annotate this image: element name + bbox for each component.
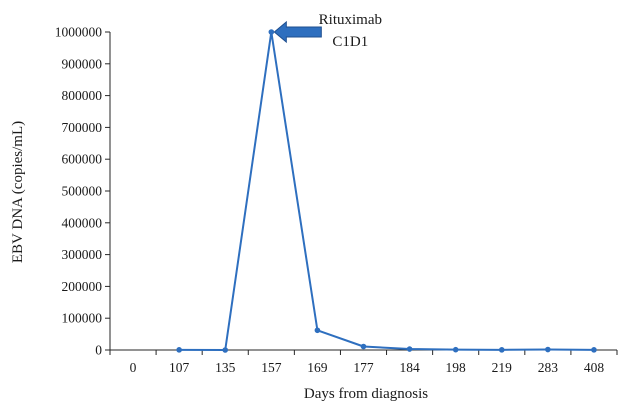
y-tick-label: 600000 <box>62 152 103 167</box>
y-tick-label: 200000 <box>62 279 103 294</box>
annotation-layer: Rituximab C1D1 <box>273 12 382 50</box>
annotation-arrow <box>273 20 322 44</box>
x-tick-label: 283 <box>538 360 559 375</box>
data-point <box>545 346 551 353</box>
x-tick-label: 177 <box>353 360 374 375</box>
data-point <box>314 327 321 334</box>
y-tick-label: 800000 <box>62 88 103 103</box>
x-tick-label: 408 <box>584 360 605 375</box>
data-point <box>591 347 597 353</box>
y-tick-label: 500000 <box>62 184 103 199</box>
x-tick-label: 107 <box>169 360 190 375</box>
x-tick-label: 184 <box>399 360 420 375</box>
data-point <box>498 347 505 353</box>
series-layer <box>176 29 597 353</box>
y-tick-label: 0 <box>95 343 102 358</box>
x-tick-label: 169 <box>307 360 328 375</box>
annotation-label: C1D1 <box>332 34 368 50</box>
x-axis-title: Days from diagnosis <box>304 386 428 402</box>
y-tick-label: 300000 <box>62 247 103 262</box>
data-point <box>406 346 413 352</box>
y-tick-label: 700000 <box>62 120 103 135</box>
x-tick-label: 157 <box>261 360 282 375</box>
data-point <box>268 29 275 35</box>
x-tick-label: 135 <box>215 360 236 375</box>
data-point <box>452 346 459 353</box>
y-axis-title: EBV DNA (copies/mL) <box>10 121 26 263</box>
y-tick-label: 100000 <box>62 311 103 326</box>
x-tick-label: 198 <box>446 360 467 375</box>
y-tick-label: 1000000 <box>55 25 103 40</box>
y-tick-label: 900000 <box>62 56 103 71</box>
x-axis-ticks: 0 107 135 157 169 177 184 198 219 283 408 <box>109 350 618 375</box>
annotation-label: Rituximab <box>319 12 382 28</box>
x-tick-label: 0 <box>130 360 137 375</box>
data-point <box>176 347 182 353</box>
series-line <box>179 31 594 351</box>
data-point <box>360 343 367 350</box>
y-tick-label: 400000 <box>62 215 103 230</box>
data-point <box>222 347 229 353</box>
y-axis-ticks: 0 100000 200000 300000 400000 500000 600000 700… <box>55 25 110 358</box>
x-tick-label: 219 <box>492 360 513 375</box>
